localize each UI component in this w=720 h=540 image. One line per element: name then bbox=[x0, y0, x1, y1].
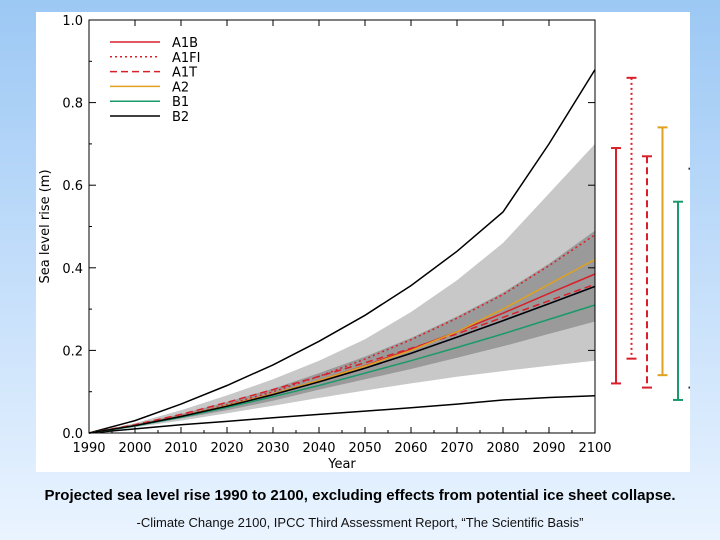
legend-label-a1b: A1B bbox=[172, 36, 198, 51]
x-tick-label: 2090 bbox=[532, 441, 565, 456]
y-tick-label: 0.2 bbox=[62, 344, 83, 359]
figure-credit: -Climate Change 2100, IPCC Third Assessm… bbox=[136, 515, 584, 530]
legend-label-a1fi: A1FI bbox=[172, 51, 200, 66]
y-tick-label: 0.8 bbox=[62, 97, 83, 112]
figure-caption: Projected sea level rise 1990 to 2100, e… bbox=[44, 487, 676, 504]
x-tick-label: 2000 bbox=[118, 441, 151, 456]
sea-level-chart: 1990 2000 2010 2020 2030 2040 2050 2060 2070 2080… bbox=[38, 14, 690, 472]
x-tick-label: 2070 bbox=[440, 441, 473, 456]
y-tick-label: 0.6 bbox=[62, 179, 83, 194]
legend-label-b2: B2 bbox=[172, 110, 189, 125]
chart-panel: 1990 2000 2010 2020 2030 2040 2050 2060 2070 2080… bbox=[36, 12, 690, 472]
uncertainty-band-2 bbox=[89, 230, 595, 433]
x-tick-label: 2060 bbox=[394, 441, 427, 456]
x-axis-title: Year bbox=[327, 457, 356, 472]
x-tick-label: 1990 bbox=[72, 441, 105, 456]
y-tick-label: 0.4 bbox=[62, 262, 83, 277]
x-tick-label: 2100 bbox=[578, 441, 611, 456]
legend-label-a2: A2 bbox=[172, 80, 189, 95]
x-tick-label: 2050 bbox=[348, 441, 381, 456]
x-tick-label: 2040 bbox=[302, 441, 335, 456]
y-tick-label: 0.0 bbox=[62, 427, 83, 442]
envelope-line-2 bbox=[88, 69, 596, 434]
x-tick-label: 2020 bbox=[210, 441, 243, 456]
legend-label-b1: B1 bbox=[172, 95, 189, 110]
x-tick-label: 2080 bbox=[486, 441, 519, 456]
uncertainty-band-1 bbox=[89, 143, 595, 433]
series-line-b2 bbox=[88, 285, 596, 434]
envelope-line-3 bbox=[88, 395, 596, 434]
x-tick-label: 2030 bbox=[256, 441, 289, 456]
legend-label-a1t: A1T bbox=[172, 66, 197, 81]
x-tick-label: 2010 bbox=[164, 441, 197, 456]
y-axis-title: Sea level rise (m) bbox=[38, 169, 53, 283]
y-tick-label: 1.0 bbox=[62, 14, 83, 29]
